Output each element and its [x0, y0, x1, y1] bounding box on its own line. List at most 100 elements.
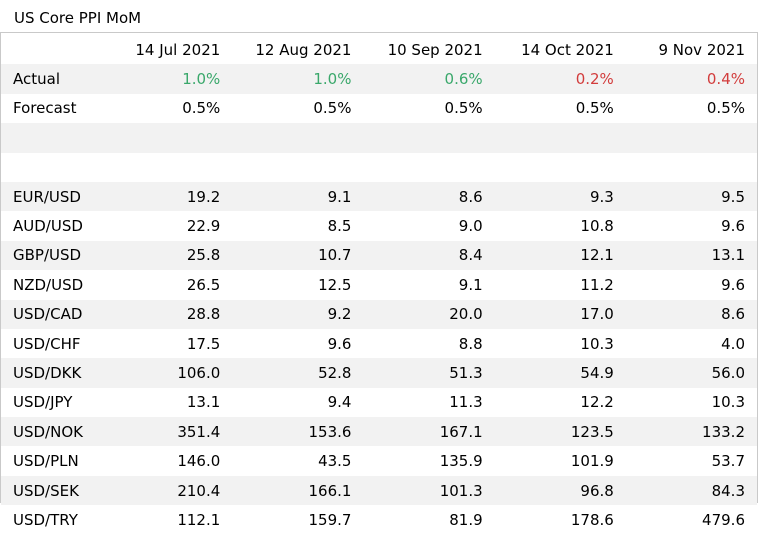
table-row: Forecast 0.5% 0.5% 0.5% 0.5% 0.5%: [1, 94, 757, 123]
table-cell: 53.7: [711, 452, 745, 471]
table-cell: 84.3: [625, 475, 757, 506]
table-row: USD/TRY 112.1 159.7 81.9 178.6 479.6: [1, 505, 757, 534]
table-row: AUD/USD 22.9 8.5 9.0 10.8 9.6: [1, 211, 757, 240]
table-cell: 0.5%: [706, 99, 745, 118]
table-cell: 159.7: [308, 510, 352, 529]
row-label: Forecast: [13, 99, 77, 118]
table-cell: 52.8: [232, 358, 364, 388]
row-label: USD/JPY: [13, 393, 73, 412]
table-cell: 0.2%: [494, 64, 626, 94]
table-cell: 0.5%: [575, 99, 614, 118]
table-cell: 11.3: [449, 393, 483, 412]
table-cell: 13.1: [625, 240, 757, 271]
table-cell: 153.6: [232, 417, 364, 447]
row-label: Actual: [1, 64, 102, 94]
table-cell: 9.0: [458, 217, 483, 236]
table-cell: 146.0: [177, 452, 221, 471]
table-cell: 96.8: [494, 475, 626, 506]
row-label: AUD/USD: [13, 217, 83, 236]
table-cell: 9.6: [721, 275, 745, 294]
table-cell: 8.6: [363, 181, 495, 212]
table-cell: 26.5: [186, 275, 221, 294]
table-cell: 8.5: [327, 217, 352, 236]
data-table: 14 Jul 2021 12 Aug 2021 10 Sep 2021 14 O…: [1, 33, 757, 535]
table-cell: 9.4: [327, 393, 352, 412]
table-cell: 178.6: [570, 510, 614, 529]
table-cell: [363, 123, 495, 153]
table-cell: [101, 153, 232, 182]
table-cell: 106.0: [101, 358, 233, 388]
row-label: USD/PLN: [13, 452, 79, 471]
table-cell: 12.5: [318, 275, 352, 294]
table-cell: 10.3: [580, 334, 614, 353]
table-cell: 9.2: [232, 299, 364, 329]
table-cell: 166.1: [232, 475, 364, 506]
table-cell: 10.8: [580, 217, 614, 236]
table-cell: 9.5: [625, 181, 757, 212]
column-header: 14 Oct 2021: [494, 33, 626, 65]
table-cell: 8.8: [458, 334, 483, 353]
table-row: USD/NOK 351.4 153.6 167.1 123.5 133.2: [1, 417, 757, 447]
table-cell: 8.4: [363, 240, 495, 271]
row-label: [1, 153, 101, 182]
table-row: USD/PLN 146.0 43.5 135.9 101.9 53.7: [1, 446, 757, 475]
row-label: GBP/USD: [1, 240, 102, 271]
table-cell: 210.4: [101, 475, 233, 506]
table-cell: 0.6%: [363, 64, 495, 94]
table-cell: 101.3: [363, 475, 495, 506]
table-cell: 10.3: [711, 393, 745, 412]
table-cell: 112.1: [177, 510, 221, 529]
table-cell: 11.2: [580, 275, 614, 294]
table-cell: 0.5%: [313, 99, 352, 118]
row-label: NZD/USD: [13, 275, 84, 294]
table-row: [1, 153, 757, 182]
table-row: USD/CHF 17.5 9.6 8.8 10.3 4.0: [1, 329, 757, 358]
table-cell: 12.1: [494, 240, 626, 271]
table-cell: 13.1: [186, 393, 221, 412]
table-cell: 4.0: [721, 334, 745, 353]
table-cell: 1.0%: [101, 64, 233, 94]
table-cell: 1.0%: [232, 64, 364, 94]
row-label: USD/CAD: [1, 299, 102, 329]
table-cell: 133.2: [625, 417, 757, 447]
table-cell: [232, 153, 363, 182]
table-cell: 135.9: [439, 452, 483, 471]
table-cell: 9.1: [232, 181, 364, 212]
table-row: NZD/USD 26.5 12.5 9.1 11.2 9.6: [1, 270, 757, 299]
column-header: 12 Aug 2021: [232, 33, 364, 65]
table-cell: [626, 153, 757, 182]
table-cell: 351.4: [101, 417, 233, 447]
table-cell: 9.6: [327, 334, 352, 353]
table-cell: [494, 123, 626, 153]
table-frame: 14 Jul 2021 12 Aug 2021 10 Sep 2021 14 O…: [0, 32, 758, 529]
table-body: Actual 1.0% 1.0% 0.6% 0.2% 0.4% Forecast 0.5% 0.…: [1, 64, 757, 534]
row-label: USD/TRY: [13, 510, 78, 529]
row-label: [1, 123, 102, 153]
table-cell: 9.1: [458, 275, 483, 294]
table-cell: 9.3: [494, 181, 626, 212]
table-cell: [101, 123, 233, 153]
table-cell: 8.6: [625, 299, 757, 329]
table-cell: 56.0: [625, 358, 757, 388]
table-cell: 9.6: [721, 217, 745, 236]
table-row: USD/JPY 13.1 9.4 11.3 12.2 10.3: [1, 388, 757, 417]
table-row: EUR/USD 19.2 9.1 8.6 9.3 9.5: [1, 181, 757, 212]
table-row: USD/CAD 28.8 9.2 20.0 17.0 8.6: [1, 299, 757, 329]
header-corner: [1, 33, 102, 65]
row-label: EUR/USD: [1, 181, 102, 212]
table-title: US Core PPI MoM: [14, 9, 142, 27]
table-cell: 12.2: [580, 393, 614, 412]
column-header: 9 Nov 2021: [625, 33, 757, 65]
table-cell: 25.8: [101, 240, 233, 271]
table-cell: 43.5: [318, 452, 352, 471]
table-row: GBP/USD 25.8 10.7 8.4 12.1 13.1: [1, 240, 757, 271]
table-cell: 0.5%: [444, 99, 483, 118]
row-label: USD/CHF: [13, 334, 81, 353]
table-row: Actual 1.0% 1.0% 0.6% 0.2% 0.4%: [1, 64, 757, 94]
table-cell: 167.1: [363, 417, 495, 447]
table-cell: 479.6: [702, 510, 745, 529]
table-cell: 81.9: [449, 510, 483, 529]
table-cell: 54.9: [494, 358, 626, 388]
row-label: USD/DKK: [1, 358, 102, 388]
table-row: [1, 123, 757, 153]
